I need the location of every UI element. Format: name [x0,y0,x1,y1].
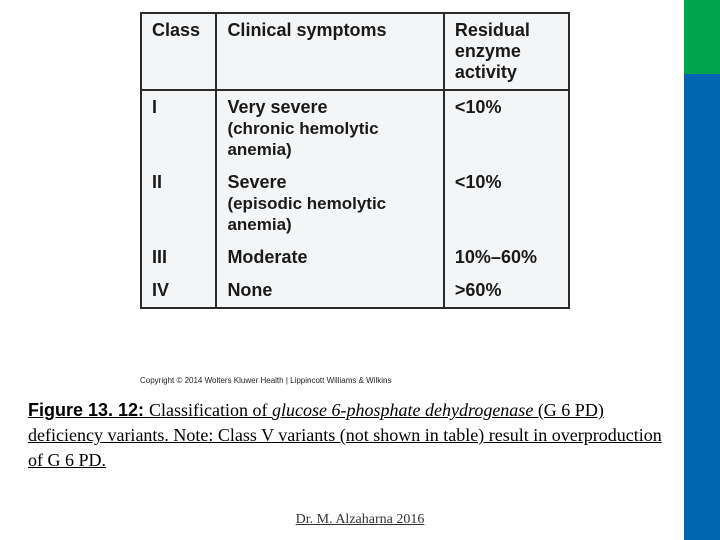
symptom-main: Severe [227,172,286,192]
cell-class: II [142,166,216,241]
footer-author: Dr. M. Alzaharna 2016 [0,512,720,528]
symptom-detail: (episodic hemolytic anemia) [227,194,386,234]
cell-symptom: Very severe (chronic hemolytic anemia) [216,90,443,166]
table-row: I Very severe (chronic hemolytic anemia)… [142,90,568,166]
caption-text-1: Classification of [149,400,272,420]
cell-symptom: Severe (episodic hemolytic anemia) [216,166,443,241]
cell-activity: <10% [444,166,568,241]
cell-symptom: None [216,274,443,307]
figure-caption: Figure 13. 12: Classification of glucose… [28,398,668,473]
th-class: Class [142,14,216,90]
th-symptoms: Clinical symptoms [216,14,443,90]
cell-activity: 10%–60% [444,241,568,274]
symptom-main: Very severe [227,97,327,117]
sidebar-accent-green [684,0,720,74]
symptom-detail: (chronic hemolytic anemia) [227,119,378,159]
table-row: III Moderate 10%–60% [142,241,568,274]
cell-class: III [142,241,216,274]
cell-class: IV [142,274,216,307]
table-row: IV None >60% [142,274,568,307]
cell-class: I [142,90,216,166]
classification-table: Class Clinical symptoms Residual enzyme … [140,12,570,309]
cell-symptom: Moderate [216,241,443,274]
cell-activity: >60% [444,274,568,307]
sidebar-accent-blue [684,74,720,540]
cell-activity: <10% [444,90,568,166]
table-row: II Severe (episodic hemolytic anemia) <1… [142,166,568,241]
figure-label: Figure 13. 12: [28,400,149,420]
copyright-text: Copyright © 2014 Wolters Kluwer Health |… [140,376,391,385]
th-activity: Residual enzyme activity [444,14,568,90]
caption-italic-1: glucose 6-phosphate dehydrogenase [272,400,533,420]
